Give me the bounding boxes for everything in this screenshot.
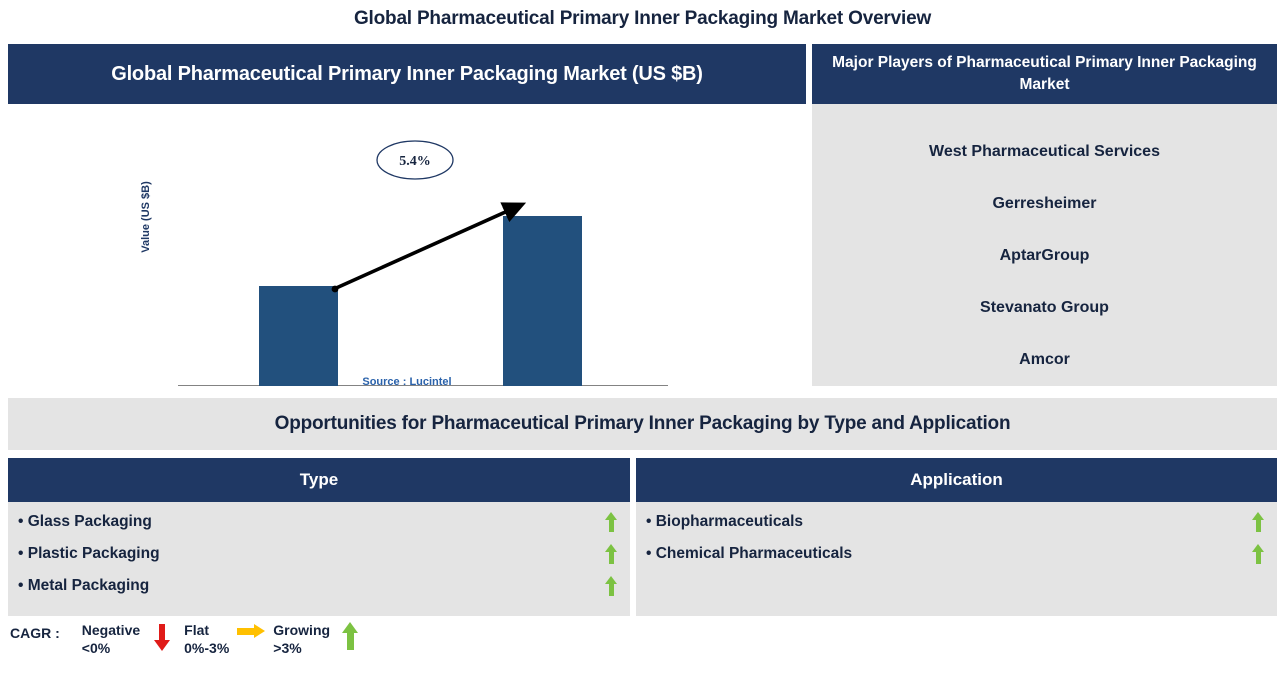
cagr-legend-title: CAGR : [10, 625, 60, 641]
opportunities-type-header: Type [8, 458, 630, 502]
cagr-arrow-tail-dot [331, 285, 339, 293]
opportunities-application-column: Application • Biopharmaceuticals • Chemi… [636, 458, 1277, 616]
list-item: Stevanato Group [980, 299, 1109, 316]
bar-chart-svg: 5.4% [178, 140, 668, 386]
list-item: • Chemical Pharmaceuticals [636, 538, 1277, 570]
list-item: • Biopharmaceuticals [636, 506, 1277, 538]
market-chart-body: Value (US $B) 5.4% 2025 2031 [8, 104, 806, 412]
opportunities-type-column: Type • Glass Packaging • Plastic Packagi… [8, 458, 630, 616]
cagr-legend-flat-text: Flat 0%-3% [184, 622, 229, 657]
cagr-callout-ellipse [376, 140, 454, 180]
list-item: • Glass Packaging [8, 506, 630, 538]
market-chart-panel-header: Global Pharmaceutical Primary Inner Pack… [8, 44, 806, 104]
cagr-legend-growing-text: Growing >3% [273, 622, 330, 657]
arrow-up-icon [605, 544, 618, 564]
cagr-legend-negative-text: Negative <0% [82, 622, 140, 657]
cagr-legend-negative-range: <0% [81, 639, 111, 656]
opportunity-label: • Biopharmaceuticals [646, 513, 804, 530]
cagr-callout-value: 5.4% [399, 154, 431, 169]
list-item: • Plastic Packaging [8, 538, 630, 570]
major-players-panel: Major Players of Pharmaceutical Primary … [812, 44, 1277, 386]
arrow-up-icon [1252, 512, 1265, 532]
list-item: West Pharmaceutical Services [929, 143, 1160, 160]
major-players-panel-header: Major Players of Pharmaceutical Primary … [812, 44, 1277, 104]
opportunity-label: • Metal Packaging [18, 577, 150, 594]
cagr-legend-growing-range: >3% [273, 639, 302, 656]
list-item: Amcor [1019, 351, 1070, 368]
arrow-up-icon [605, 512, 618, 532]
bar-2025 [259, 286, 338, 386]
cagr-trend-arrow [333, 202, 527, 291]
major-players-list: West Pharmaceutical Services Gerresheime… [812, 104, 1277, 386]
arrow-up-icon [605, 576, 618, 596]
bar-2031 [503, 216, 582, 386]
cagr-legend: CAGR : Negative <0% Flat 0%-3% Growing >… [10, 622, 374, 668]
cagr-legend-item-negative: Negative <0% [82, 622, 178, 657]
opportunity-label: • Glass Packaging [18, 513, 152, 530]
cagr-legend-negative-label: Negative [81, 622, 141, 638]
chart-source-note: Source : Lucintel [362, 376, 452, 388]
arrow-up-icon [1252, 544, 1265, 564]
opportunity-label: • Chemical Pharmaceuticals [646, 545, 853, 562]
cagr-legend-flat-label: Flat [184, 622, 210, 638]
list-item: Gerresheimer [992, 195, 1097, 212]
cagr-legend-growing-label: Growing [273, 622, 331, 638]
page-title: Global Pharmaceutical Primary Inner Pack… [353, 8, 932, 29]
cagr-legend-item-growing: Growing >3% [273, 622, 368, 657]
market-chart-panel: Global Pharmaceutical Primary Inner Pack… [8, 44, 806, 412]
opportunity-label: • Plastic Packaging [18, 545, 160, 562]
opportunities-type-items: • Glass Packaging • Plastic Packaging • … [8, 502, 630, 602]
list-item: • Metal Packaging [8, 570, 630, 602]
arrow-down-icon [148, 622, 178, 656]
arrow-up-icon [338, 622, 368, 656]
list-item: AptarGroup [999, 247, 1090, 264]
arrow-right-icon [237, 622, 267, 656]
opportunities-application-header: Application [636, 458, 1277, 502]
opportunities-application-items: • Biopharmaceuticals • Chemical Pharmace… [636, 502, 1277, 570]
cagr-legend-flat-range: 0%-3% [184, 639, 230, 656]
cagr-legend-item-flat: Flat 0%-3% [184, 622, 267, 657]
opportunities-band-title: Opportunities for Pharmaceutical Primary… [8, 398, 1277, 450]
